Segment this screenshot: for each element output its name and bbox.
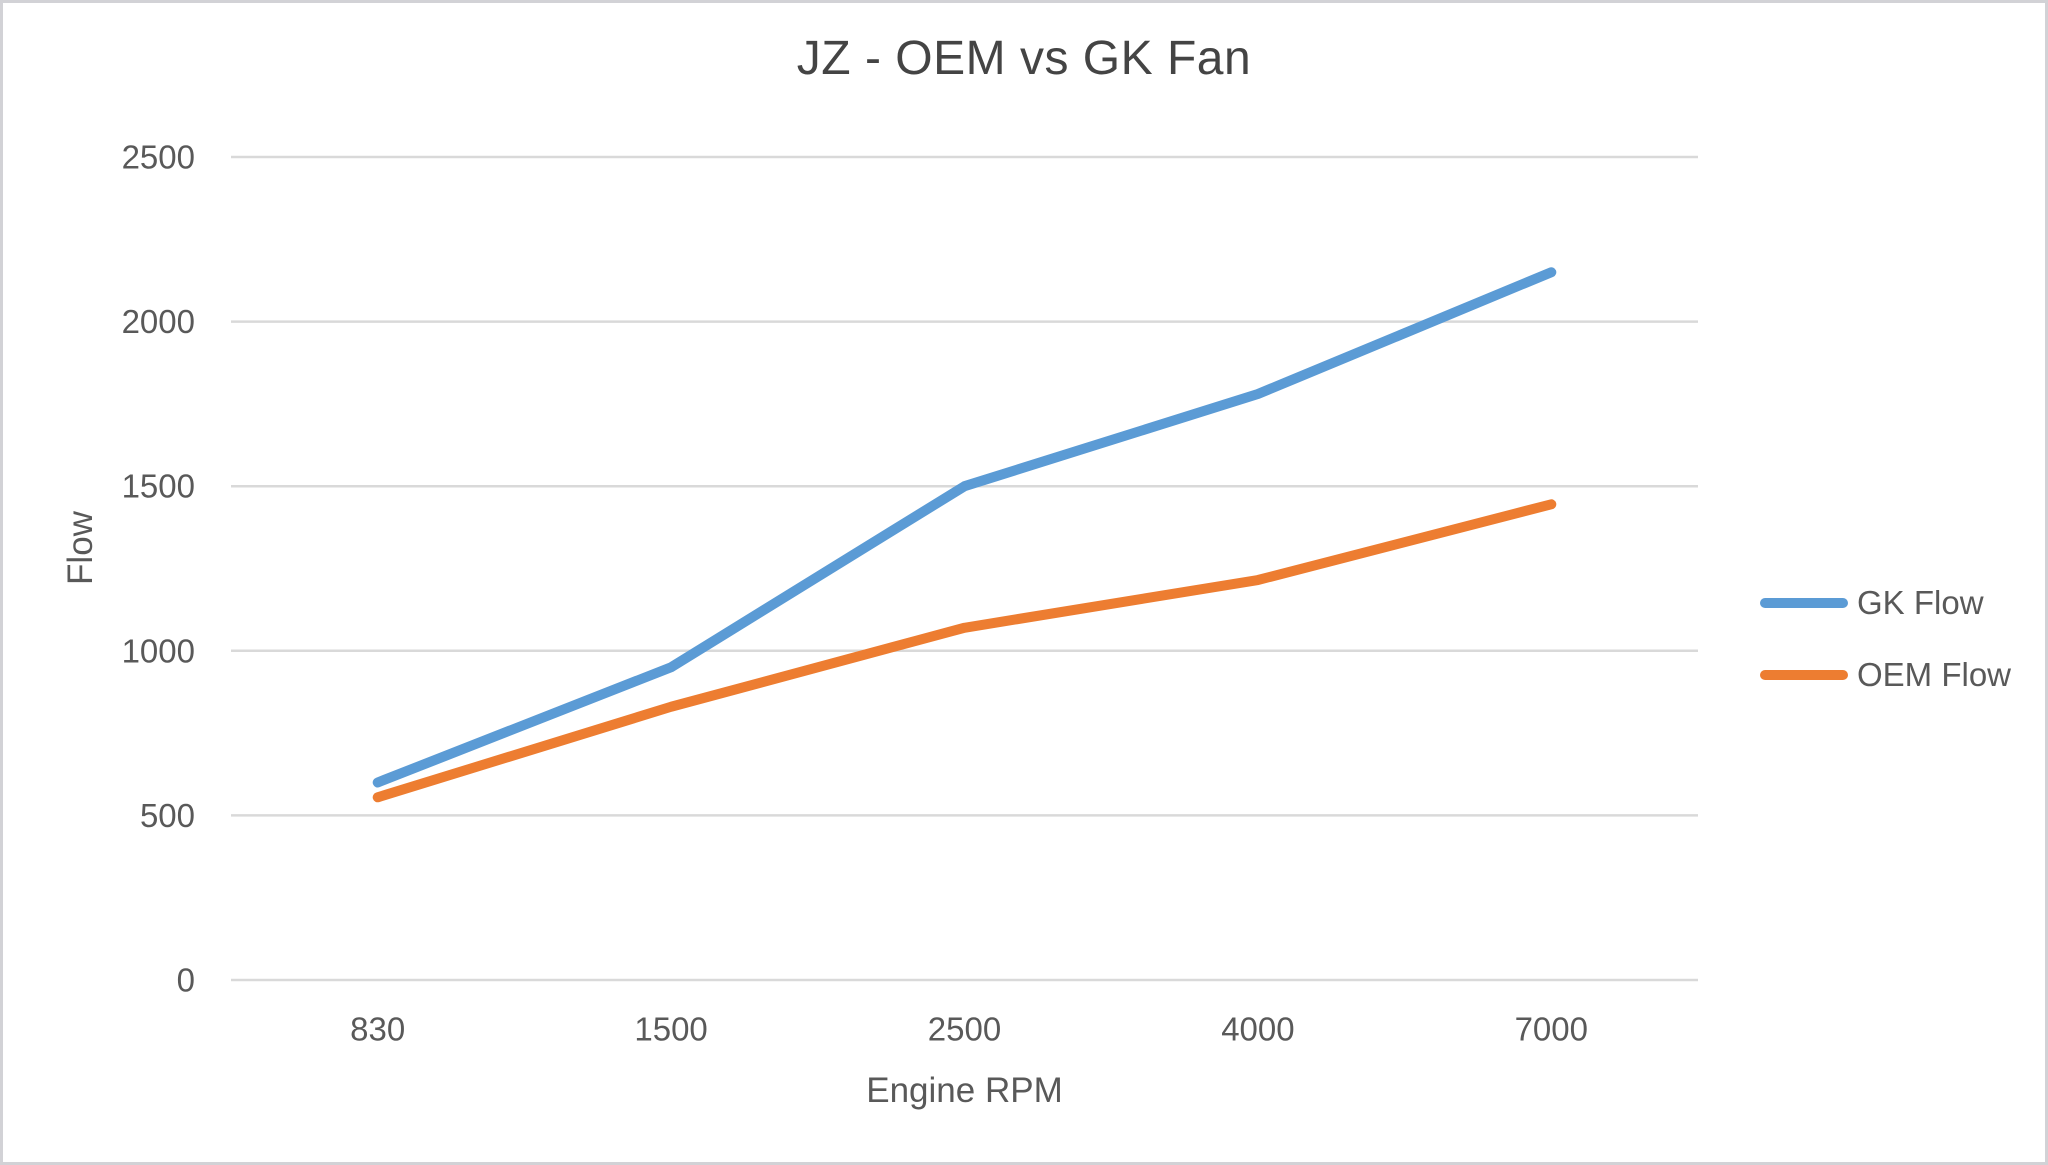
legend-item-oem-flow: OEM Flow	[1760, 653, 2011, 697]
y-tick-label-500: 500	[140, 797, 195, 834]
x-axis-title: Engine RPM	[866, 1071, 1063, 1110]
gk-flow-legend-label: GK Flow	[1857, 584, 1984, 621]
plot-area: 0 500 1000 1500 2000 2500 830 1500 2500 4000 7000	[122, 139, 1698, 1048]
legend-item-gk-flow: GK Flow	[1760, 581, 2011, 625]
oem-flow-line-swatch-icon	[1760, 670, 1848, 680]
x-tick-label-1500: 1500	[634, 1011, 707, 1048]
chart-title: JZ - OEM vs GK Fan	[796, 32, 1252, 85]
y-tick-label-2500: 2500	[122, 139, 195, 176]
oem-flow-legend-label: OEM Flow	[1857, 656, 2012, 693]
y-axis-title: Flow	[61, 511, 100, 585]
legend: GK Flow OEM Flow	[1760, 581, 2011, 697]
series-line-oem-flow	[372, 499, 1557, 803]
x-tick-label-7000: 7000	[1515, 1011, 1588, 1048]
y-tick-label-1000: 1000	[122, 632, 195, 669]
series-line-gk-flow	[372, 267, 1557, 788]
x-tick-label-2500: 2500	[928, 1011, 1001, 1048]
x-tick-label-830: 830	[350, 1011, 405, 1048]
y-tick-label-2000: 2000	[122, 303, 195, 340]
gk-flow-line-swatch-icon	[1760, 598, 1848, 608]
y-tick-label-0: 0	[177, 962, 195, 999]
y-tick-label-1500: 1500	[122, 468, 195, 505]
x-tick-label-4000: 4000	[1221, 1011, 1294, 1048]
